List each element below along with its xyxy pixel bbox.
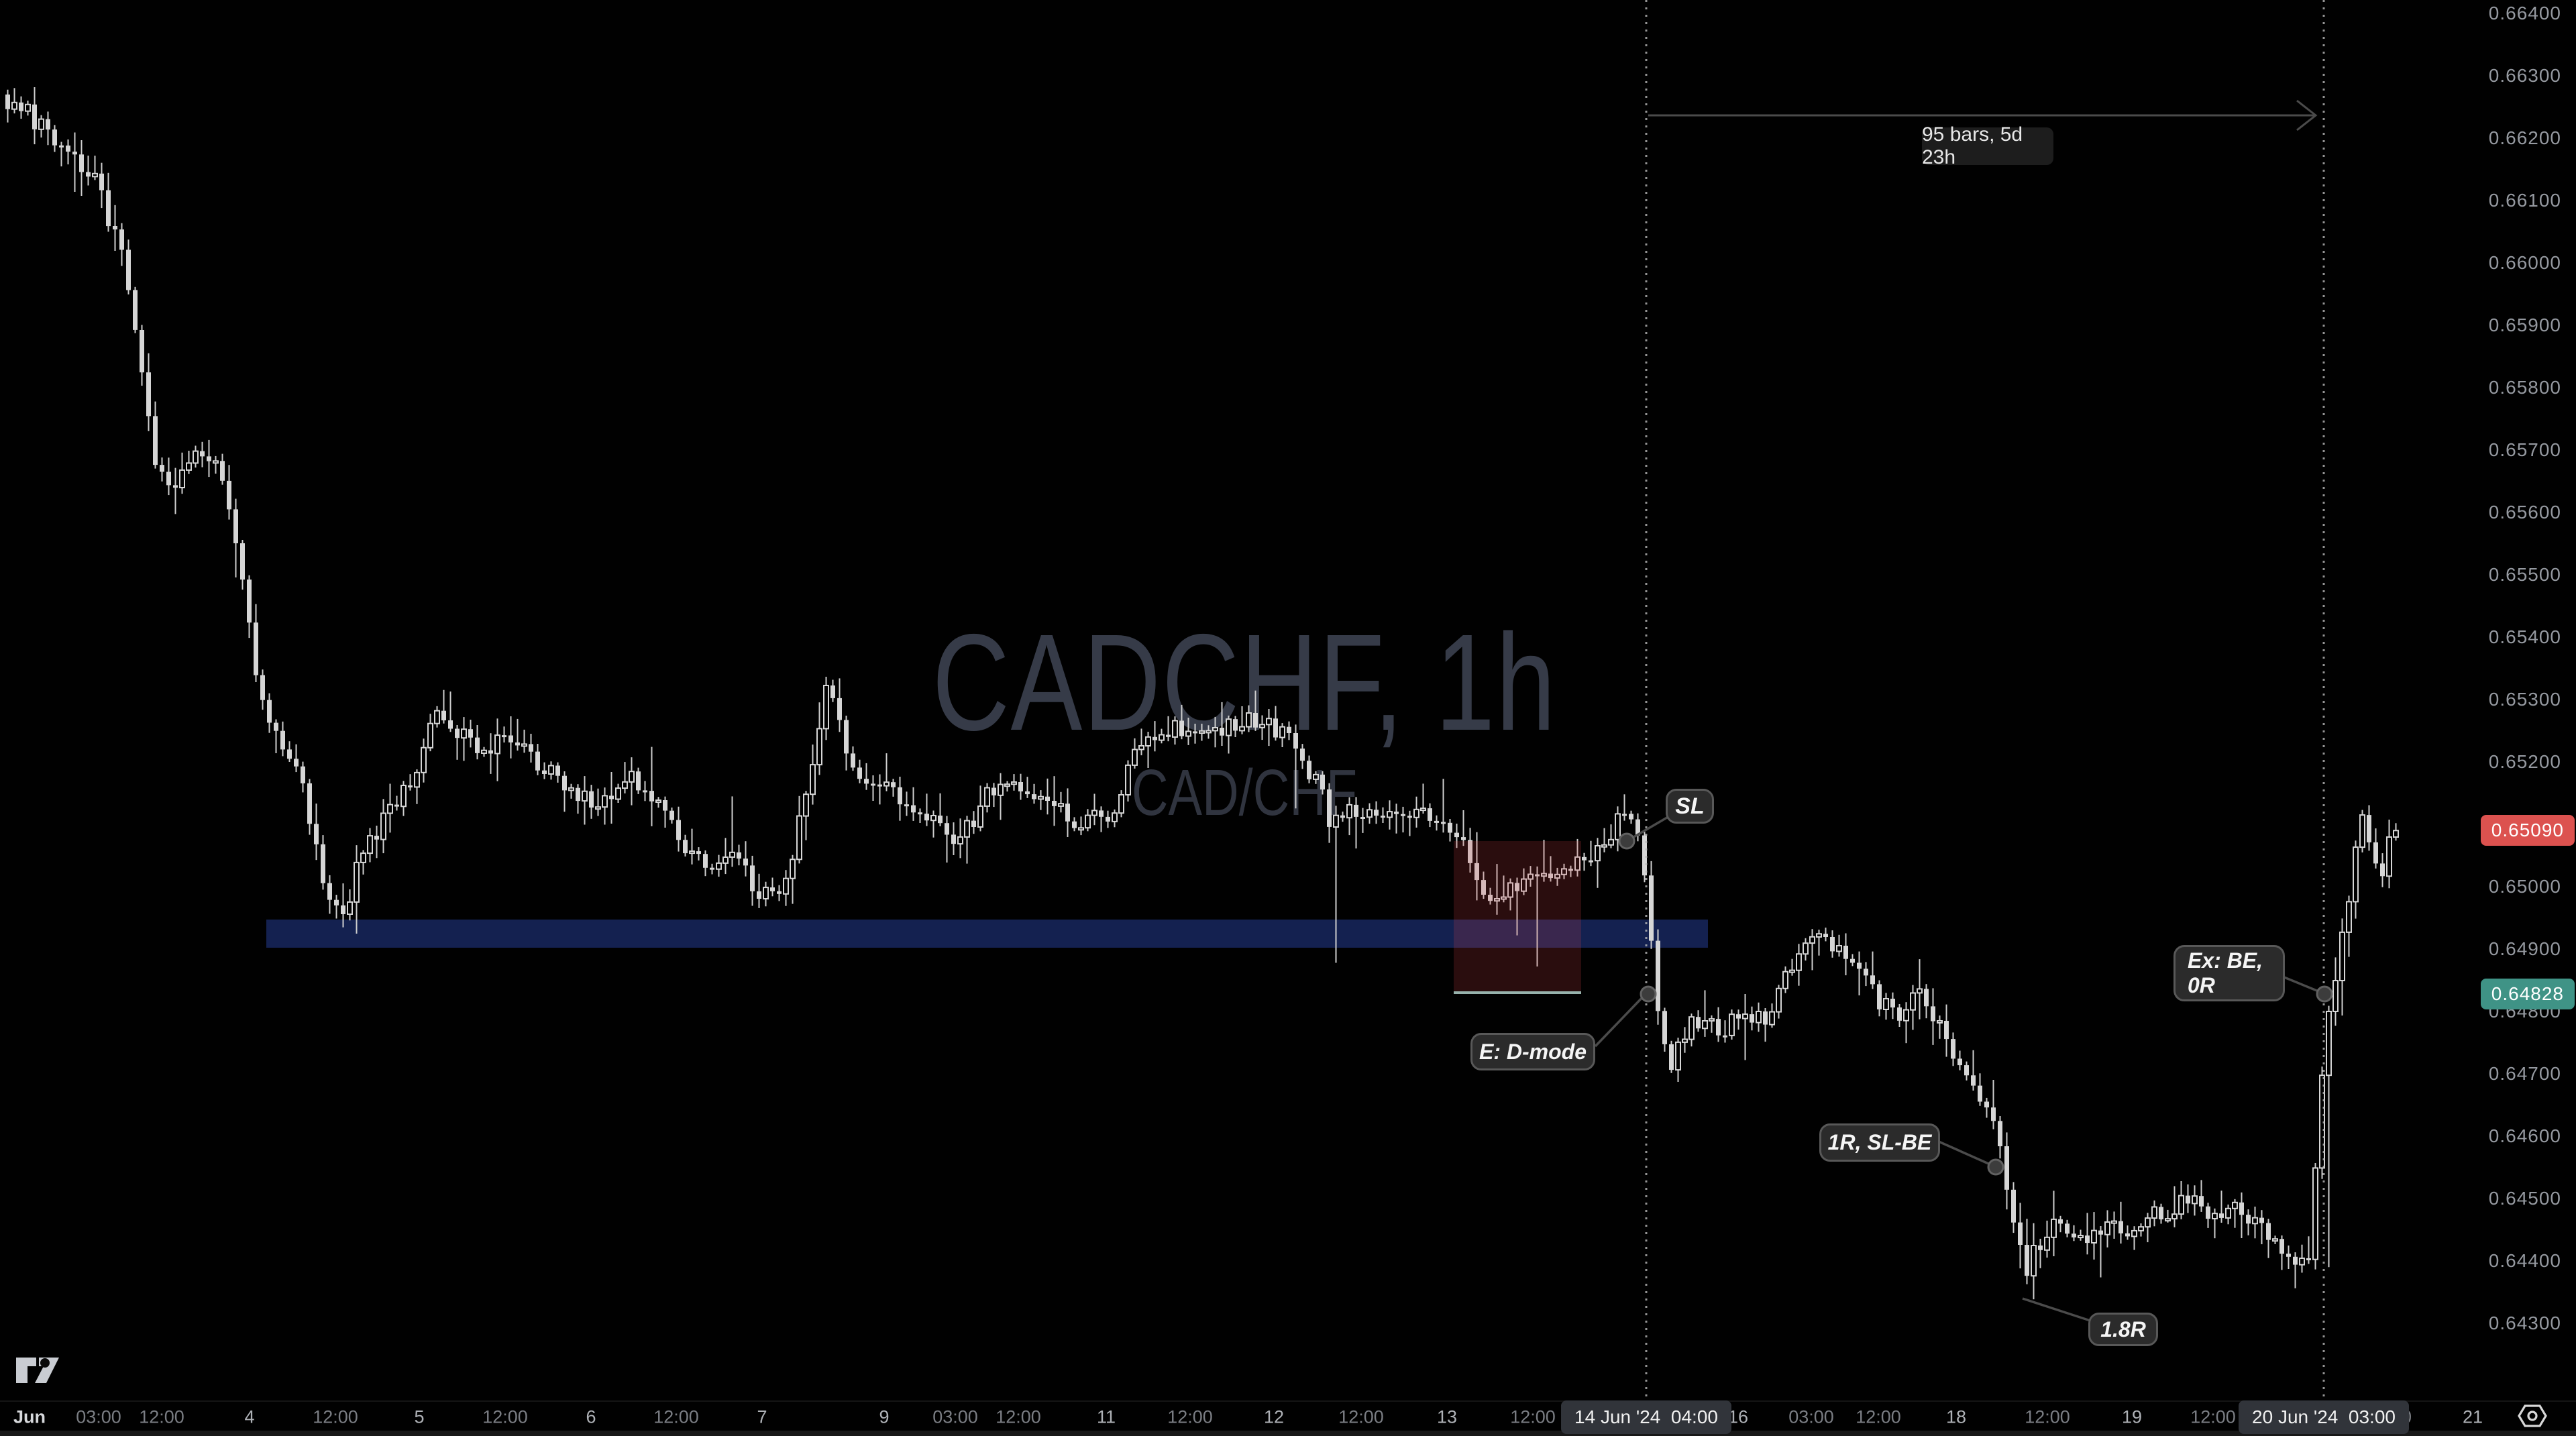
entry-label[interactable]: E: D-mode [1470, 1033, 1595, 1070]
time-tick-label: 12 [1263, 1406, 1285, 1427]
price-tick-label: 0.66300 [2488, 65, 2561, 86]
price-tick-label: 0.66100 [2488, 190, 2561, 211]
price-tick-label: 0.64500 [2488, 1188, 2561, 1209]
time-tick-label: 6 [586, 1406, 596, 1427]
price-tick-label: 0.64900 [2488, 938, 2561, 959]
label-pointer-line [2022, 1297, 2097, 1324]
one-r-label[interactable]: 1R, SL-BE [1819, 1123, 1940, 1162]
candlestick-series [5, 87, 2399, 1300]
time-tick-label: 12:00 [1856, 1406, 1901, 1427]
timezone-gear-icon[interactable] [2514, 1400, 2551, 1431]
time-tick-label: 12:00 [1167, 1406, 1213, 1427]
time-tick-label: 11 [1096, 1406, 1116, 1427]
price-tick-label: 0.66000 [2488, 252, 2561, 273]
price-tick-label: 0.65800 [2488, 377, 2561, 398]
time-tick-label: 12:00 [313, 1406, 358, 1427]
time-axis[interactable]: Jun 03:00 12:00 4 12:00 5 12:00 6 12:00 7 9 03:00 12… [0, 1400, 2576, 1434]
price-tick-label: 0.64600 [2488, 1125, 2561, 1146]
time-tick-label: 12:00 [2190, 1406, 2236, 1427]
tradingview-logo[interactable] [15, 1354, 62, 1386]
price-tick-label: 0.65900 [2488, 315, 2561, 335]
exit-label[interactable]: Ex: BE, 0R [2174, 945, 2285, 1001]
time-tick-label: 03:00 [76, 1406, 121, 1427]
time-tick-label: 03:00 [1788, 1406, 1834, 1427]
time-tick-label: 13 [1436, 1406, 1458, 1427]
price-tick-label: 0.65000 [2488, 876, 2561, 897]
time-tick-label: 12:00 [996, 1406, 1041, 1427]
price-tick-label: 0.64400 [2488, 1250, 2561, 1271]
price-tick-label: 0.65400 [2488, 626, 2561, 647]
chart-canvas[interactable]: CADCHF, 1h CAD/CHF SL E: D-mode 1R, SL-BE 1… [0, 0, 2576, 1400]
last-price-label: 0.65090 [2480, 815, 2575, 846]
label-pointer-line [2280, 975, 2322, 994]
price-tick-label: 0.65500 [2488, 564, 2561, 585]
anchor-marker [1618, 832, 1635, 850]
price-tick-label: 0.65300 [2488, 689, 2561, 710]
price-tick-label: 0.64300 [2488, 1313, 2561, 1333]
support-zone-rectangle[interactable] [266, 920, 1708, 948]
bottom-strip [0, 1431, 2576, 1436]
time-tick-label: 16 [1727, 1406, 1749, 1427]
label-pointer-line [1594, 991, 1648, 1048]
anchor-marker [1640, 985, 1657, 1003]
anchor-marker [2316, 985, 2333, 1003]
price-tick-label: 0.65600 [2488, 502, 2561, 522]
entry-price-label: 0.64828 [2480, 978, 2575, 1009]
label-pointer-line [1938, 1140, 1994, 1167]
time-marker-label: 20 Jun '24 03:00 [2239, 1400, 2409, 1434]
price-tick-label: 0.65200 [2488, 751, 2561, 772]
time-tick-label: 5 [414, 1406, 425, 1427]
time-marker-label: 14 Jun '24 04:00 [1561, 1400, 1731, 1434]
time-tick-label: Jun [13, 1406, 46, 1427]
price-tick-label: 0.64700 [2488, 1063, 2561, 1084]
label-pointer-line [1626, 814, 1671, 842]
sl-label[interactable]: SL [1666, 789, 1714, 824]
time-tick-label: 7 [757, 1406, 767, 1427]
time-tick-label: 03:00 [932, 1406, 978, 1427]
time-tick-label: 12:00 [1510, 1406, 1556, 1427]
price-tick-label: 0.66200 [2488, 127, 2561, 148]
time-tick-label: 19 [2121, 1406, 2143, 1427]
one-eight-r-label[interactable]: 1.8R [2088, 1313, 2158, 1346]
time-tick-label: 12:00 [1338, 1406, 1384, 1427]
time-tick-label: 12:00 [482, 1406, 528, 1427]
drawing-overlay [1594, 0, 2333, 1400]
anchor-marker [1987, 1158, 2004, 1176]
time-tick-label: 12:00 [653, 1406, 699, 1427]
measure-label[interactable]: 95 bars, 5d 23h [1922, 123, 2053, 168]
measure-arrow-head [2296, 99, 2318, 131]
time-tick-label: 21 [2462, 1406, 2483, 1427]
short-position-risk-box[interactable] [1454, 841, 1581, 994]
time-tick-label: 4 [244, 1406, 255, 1427]
time-tick-label: 12:00 [2025, 1406, 2070, 1427]
time-tick-label: 18 [1945, 1406, 1967, 1427]
price-axis[interactable]: 0.66400 0.66300 0.66200 0.66100 0.66000 0.659… [2442, 0, 2576, 1400]
price-tick-label: 0.65700 [2488, 439, 2561, 460]
time-tick-label: 12:00 [139, 1406, 184, 1427]
time-tick-label: 9 [879, 1406, 890, 1427]
price-tick-label: 0.66400 [2488, 3, 2561, 23]
